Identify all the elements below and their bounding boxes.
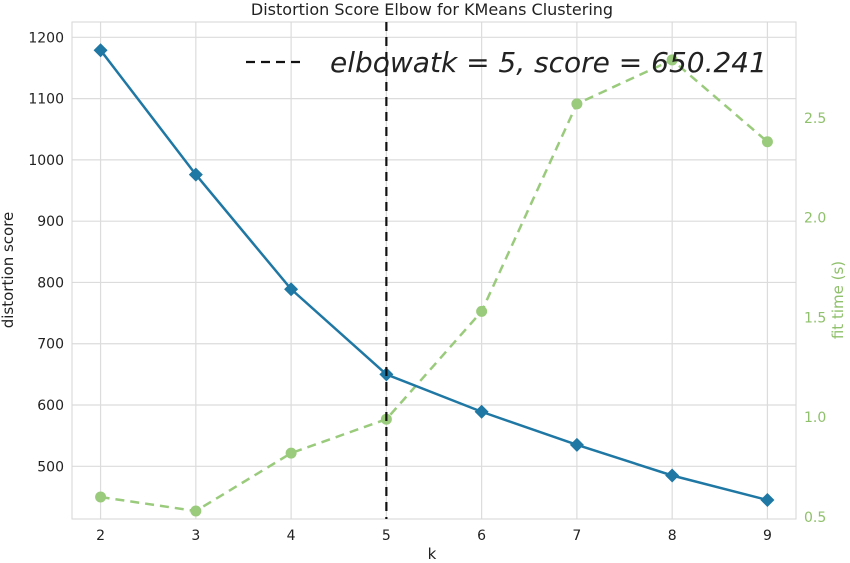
y2-axis-label: fit time (s)	[829, 261, 847, 339]
fit-time-point	[190, 505, 202, 517]
legend-label: elbowatk = 5, score = 650.241	[330, 46, 767, 79]
y2-tick-label: 0.5	[804, 510, 826, 526]
y-tick-label: 500	[37, 459, 64, 475]
y2-tick-label: 2.5	[804, 111, 826, 127]
x-tick-label: 2	[96, 528, 105, 544]
y-tick-label: 1000	[28, 153, 64, 169]
x-tick-label: 5	[382, 528, 391, 544]
fit-time-point	[666, 54, 678, 66]
fit-time-line	[100, 58, 769, 513]
x-tick-label: 7	[572, 528, 581, 544]
x-tick-label: 8	[668, 528, 677, 544]
x-axis-ticks: 2 3 4 5 6 7 8 9	[96, 528, 772, 544]
y-tick-label: 900	[37, 214, 64, 230]
fit-time-point	[285, 447, 297, 459]
x-tick-label: 4	[287, 528, 296, 544]
plot-frame	[71, 21, 797, 520]
x-tick-label: 3	[191, 528, 200, 544]
grid	[72, 22, 796, 519]
y-axis-ticks: 500 600 700 800 900 1000 1100 1200	[28, 30, 64, 475]
distortion-point	[760, 493, 775, 508]
y-tick-label: 800	[37, 275, 64, 291]
y-tick-label: 600	[37, 398, 64, 414]
x-tick-label: 6	[477, 528, 486, 544]
y-tick-label: 1100	[28, 92, 64, 108]
y2-tick-label: 1.5	[804, 310, 826, 326]
y2-tick-label: 1.0	[804, 410, 826, 426]
distortion-point	[569, 437, 584, 452]
y-axis-label: distortion score	[0, 212, 17, 329]
x-tick-label: 9	[763, 528, 772, 544]
chart-title: Distortion Score Elbow for KMeans Cluste…	[251, 0, 613, 19]
distortion-point	[284, 282, 299, 297]
y2-axis-ticks: 0.5 1.0 1.5 2.0 2.5	[804, 111, 826, 526]
distortion-point	[474, 404, 489, 419]
fit-time-point	[571, 98, 583, 110]
distortion-point	[188, 167, 203, 182]
y-tick-label: 700	[37, 337, 64, 353]
y2-tick-label: 2.0	[804, 211, 826, 227]
x-axis-label: k	[428, 545, 437, 563]
distortion-point	[665, 468, 680, 483]
fit-time-point	[476, 305, 488, 317]
fit-time-point	[95, 491, 107, 503]
series-layer	[93, 43, 775, 517]
distortion-point	[93, 43, 108, 58]
y-tick-label: 1200	[28, 30, 64, 46]
distortion-line	[99, 49, 768, 502]
fit-time-point	[761, 136, 773, 148]
